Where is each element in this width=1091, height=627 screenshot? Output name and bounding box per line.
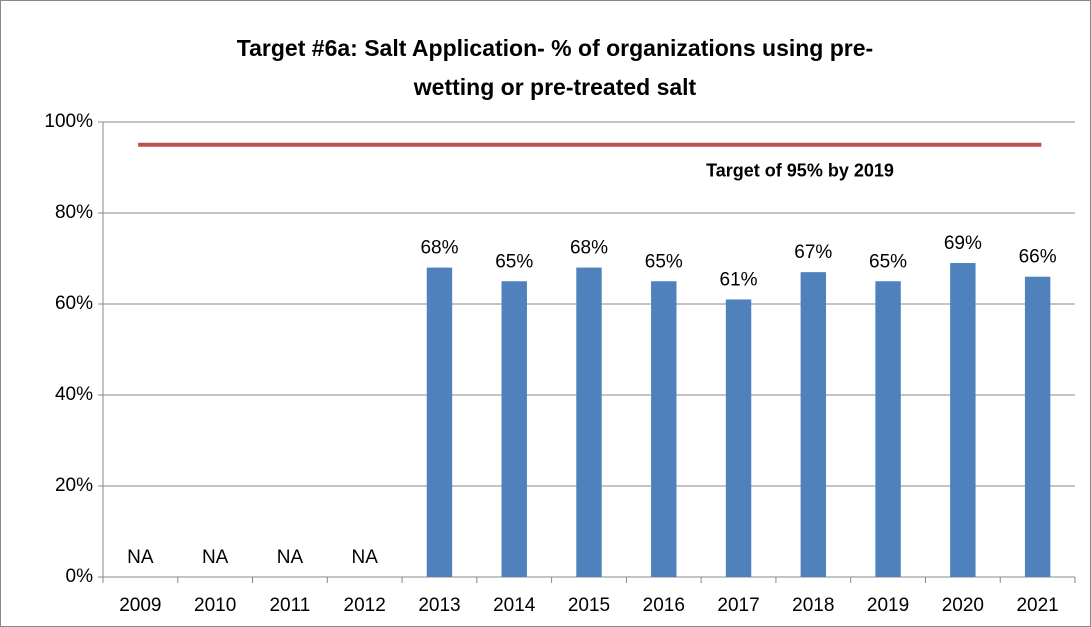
bar xyxy=(950,263,976,577)
x-tick-label: 2011 xyxy=(269,595,310,616)
y-tick-label: 40% xyxy=(55,384,93,405)
y-tick-label: 80% xyxy=(55,202,93,223)
x-tick-label: 2016 xyxy=(643,595,685,616)
data-label: 68% xyxy=(420,238,458,259)
chart-title: wetting or pre-treated salt xyxy=(413,74,697,100)
bar xyxy=(651,281,677,577)
x-tick-label: 2019 xyxy=(867,595,909,616)
data-label: NA xyxy=(277,547,304,568)
data-label: NA xyxy=(127,547,154,568)
data-label: 61% xyxy=(720,269,758,290)
y-tick-label: 20% xyxy=(55,475,93,496)
x-tick-label: 2009 xyxy=(119,595,161,616)
x-tick-label: 2010 xyxy=(194,595,236,616)
data-label: 65% xyxy=(869,251,907,272)
x-tick-label: 2013 xyxy=(418,595,460,616)
x-tick-label: 2020 xyxy=(942,595,984,616)
bar xyxy=(576,267,602,577)
data-label: 68% xyxy=(570,238,608,259)
y-tick-label: 60% xyxy=(55,293,93,314)
target-label: Target of 95% by 2019 xyxy=(706,161,894,181)
x-tick-label: 2021 xyxy=(1016,595,1058,616)
data-label: 67% xyxy=(794,242,832,263)
data-label: 65% xyxy=(645,251,683,272)
x-tick-label: 2018 xyxy=(792,595,834,616)
bar xyxy=(725,299,752,577)
x-tick-label: 2014 xyxy=(493,595,536,616)
bar xyxy=(426,267,453,577)
x-tick-label: 2017 xyxy=(717,595,759,616)
data-label: NA xyxy=(202,547,229,568)
data-label: 66% xyxy=(1019,247,1057,268)
x-tick-label: 2012 xyxy=(344,595,386,616)
bar xyxy=(501,281,527,577)
y-tick-label: 100% xyxy=(44,111,93,132)
bar xyxy=(1024,276,1051,577)
data-label: 69% xyxy=(944,233,982,254)
data-label: 65% xyxy=(495,251,533,272)
data-label: NA xyxy=(351,547,378,568)
bar xyxy=(875,281,901,577)
x-tick-label: 2015 xyxy=(568,595,610,616)
bar xyxy=(800,272,827,577)
y-tick-label: 0% xyxy=(66,566,94,587)
chart-title: Target #6a: Salt Application- % of organ… xyxy=(237,35,873,61)
